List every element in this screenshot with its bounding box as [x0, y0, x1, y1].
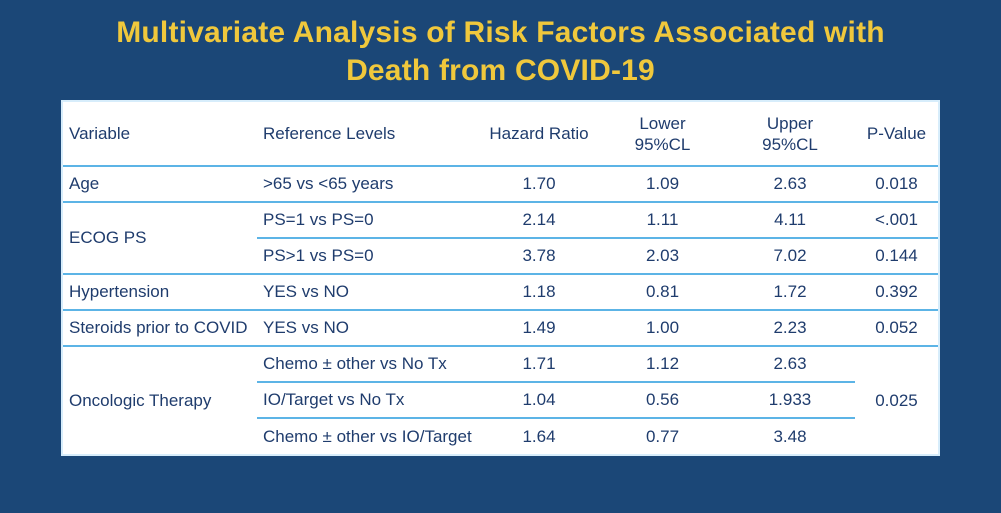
risk-factors-table: Variable Reference Levels Hazard Ratio L…	[61, 100, 940, 456]
table-row-age: Age >65 vs <65 years 1.70 1.09 2.63 0.01…	[63, 166, 938, 203]
hazard-ratio-cell: 1.04	[478, 382, 600, 419]
p-value-cell: <.001	[855, 202, 938, 239]
reference-cell: Chemo ± other vs No Tx	[257, 346, 478, 383]
upper-cl-cell: 2.63	[725, 166, 855, 203]
reference-cell: Chemo ± other vs IO/Target	[263, 426, 472, 446]
lower-cl-cell: 0.77	[645, 426, 680, 446]
col-header-reference-levels: Reference Levels	[257, 102, 478, 167]
p-value-cell: 0.144	[855, 238, 938, 275]
variable-cell: Steroids prior to COVID	[63, 310, 257, 347]
table-row-oncologic-3: Chemo ± other vs IO/Target 1.64 0.77 3.4…	[63, 418, 938, 454]
hazard-ratio-cell: 1.49	[478, 310, 600, 347]
table-row-oncologic-2: IO/Target vs No Tx 1.04 0.56 1.933	[63, 382, 938, 419]
hazard-ratio-cell: 1.18	[478, 274, 600, 311]
p-value-cell: 0.018	[855, 166, 938, 203]
lower-cl-cell: 0.81	[600, 274, 725, 311]
lower-cl-cell: 0.56	[600, 382, 725, 419]
upper-cl-cell: 4.11	[725, 202, 855, 239]
upper-cl-cell: 2.23	[725, 310, 855, 347]
lower-cl-cell: 1.11	[600, 202, 725, 239]
col-header-p-value: P-Value	[855, 102, 938, 167]
lower-cl-cell: 1.12	[600, 346, 725, 383]
p-value-cell-shared: 0.025	[875, 390, 918, 410]
variable-cell: Hypertension	[63, 274, 257, 311]
p-value-cell: 0.052	[855, 310, 938, 347]
lower-cl-cell: 1.00	[600, 310, 725, 347]
table-row-ecog-ps1: ECOG PS PS=1 vs PS=0 2.14 1.11 4.11 <.00…	[63, 202, 938, 275]
variable-cell: ECOG PS	[63, 202, 257, 275]
header-line: 95%CL	[634, 134, 691, 154]
hazard-ratio-cell: 2.14	[478, 202, 600, 239]
reference-cell: >65 vs <65 years	[257, 166, 478, 203]
upper-cl-cell: 3.48	[773, 426, 807, 446]
col-header-lower-95cl: Lower 95%CL	[600, 102, 725, 167]
table-row-oncologic-1: Oncologic Therapy Chemo ± other vs No Tx…	[63, 346, 938, 410]
table-row-steroids: Steroids prior to COVID YES vs NO 1.49 1…	[63, 310, 938, 347]
upper-cl-cell: 1.72	[725, 274, 855, 311]
header-line: 95%CL	[762, 134, 818, 154]
header-line: Upper	[766, 113, 814, 133]
reference-cell: YES vs NO	[257, 310, 478, 347]
hazard-ratio-cell: 1.64	[522, 426, 556, 446]
hazard-ratio-cell: 3.78	[478, 238, 600, 275]
title-line-1: Multivariate Analysis of Risk Factors As…	[116, 16, 885, 49]
reference-cell: PS=1 vs PS=0	[257, 202, 478, 239]
col-header-hazard-ratio: Hazard Ratio	[478, 102, 600, 167]
table-row-hypertension: Hypertension YES vs NO 1.18 0.81 1.72 0.…	[63, 274, 938, 311]
col-header-upper-95cl: Upper 95%CL	[725, 102, 855, 167]
lower-cl-cell: 1.09	[600, 166, 725, 203]
reference-cell: PS>1 vs PS=0	[257, 238, 478, 275]
variable-cell: Age	[63, 166, 257, 203]
variable-cell: Oncologic Therapy	[69, 390, 212, 410]
table-row-ecog-ps2: PS>1 vs PS=0 3.78 2.03 7.02 0.144	[63, 238, 938, 275]
hazard-ratio-cell: 1.70	[478, 166, 600, 203]
p-value-cell: 0.392	[855, 274, 938, 311]
table-header-row: Variable Reference Levels Hazard Ratio L…	[63, 102, 938, 167]
slide-title: Multivariate Analysis of Risk Factors As…	[0, 14, 1001, 90]
title-line-2: Death from COVID-19	[346, 54, 655, 87]
upper-cl-cell: 7.02	[725, 238, 855, 275]
hazard-ratio-cell: 1.71	[478, 346, 600, 383]
multivariate-analysis-table: Variable Reference Levels Hazard Ratio L…	[63, 102, 938, 454]
reference-cell: YES vs NO	[257, 274, 478, 311]
upper-cl-cell: 1.933	[725, 382, 855, 419]
lower-cl-cell: 2.03	[600, 238, 725, 275]
upper-cl-cell: 2.63	[725, 346, 855, 383]
reference-cell: IO/Target vs No Tx	[257, 382, 478, 419]
header-line: Lower	[639, 113, 686, 133]
col-header-variable: Variable	[63, 102, 257, 167]
